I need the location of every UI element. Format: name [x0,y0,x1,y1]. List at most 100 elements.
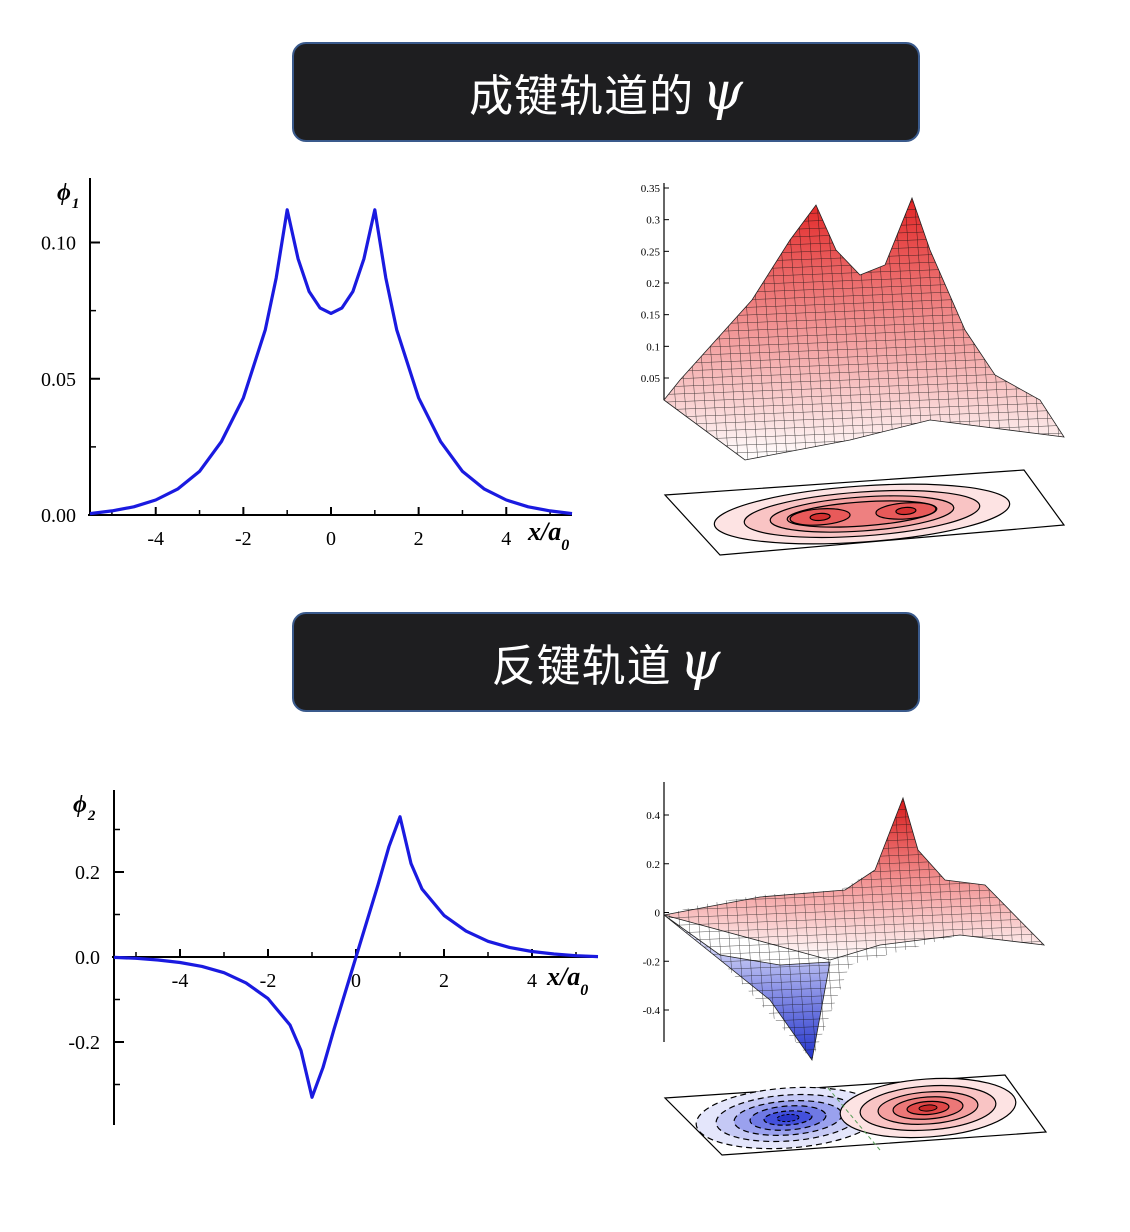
mesh-line [894,198,915,460]
z-tick-label: 0.4 [646,810,660,822]
z-tick-label: 0.05 [641,373,661,385]
antibonding-banner-text: 反键轨道 [491,641,672,692]
z-tick-label: -0.2 [643,956,660,968]
chart3-x-label: x/a0 [546,962,588,999]
mesh-line [796,198,817,460]
mesh-line [669,798,690,1060]
surface2-positive-lobe [663,796,1046,961]
mesh-line [664,416,1064,434]
mesh-line [664,210,1064,227]
phi2-curve [113,815,599,1099]
mesh-line [664,233,1064,250]
mesh-line [664,1054,1044,1060]
z-tick-label: 0.2 [646,859,660,871]
phi1-line-chart: -4 -2 0 2 4 0.00 0.05 0.10 ϕ1 x/a0 [41,178,573,554]
x-tick-label: -4 [172,970,189,992]
x-tick-label: 2 [414,528,424,550]
surface1-mesh [663,196,1065,461]
mesh-line [664,198,1064,204]
mesh-line [664,1008,1044,1026]
mesh-line [664,447,1064,460]
mesh-line [664,924,1044,942]
z-tick-label: 0.25 [641,246,661,258]
x-tick-label: 0 [326,528,336,550]
mesh-line [664,817,1044,835]
mesh-line [903,198,925,460]
bonding-orbital-banner: 成键轨道的 ψ [292,42,920,142]
mesh-line [664,202,1064,220]
mesh-line [913,198,935,460]
mesh-line [664,970,1044,988]
mesh-line [664,393,1064,411]
bonding-banner-text: 成键轨道的 [469,71,695,122]
x-tick-label: 0 [351,970,361,992]
antibonding-psi-symbol: ψ [679,632,721,692]
contour1-lines [713,483,1011,545]
bonding-psi-symbol: ψ [702,62,743,122]
mesh-line [664,240,1064,258]
mesh-line [664,798,1044,804]
y-tick-label: 0.0 [75,947,100,969]
mesh-line [664,840,1044,858]
phi1-curve [89,208,573,516]
mesh-line [1070,190,1090,465]
contour2-positive [839,1077,1017,1139]
y-tick-label: 0.05 [41,369,76,391]
mesh-line [664,198,1064,212]
z-tick-label: 0.2 [646,278,660,290]
mesh-line [825,198,847,460]
z-tick-label: 0.1 [646,341,660,353]
x-tick-label: 2 [439,970,449,992]
x-tick-label: 4 [501,528,511,550]
mesh-line [664,1031,1044,1049]
chart1-x-label: x/a0 [527,517,569,554]
mesh-line [664,386,1064,403]
mesh-line [660,780,1070,796]
mesh-line [664,833,1044,850]
x-tick-label: 4 [527,970,537,992]
mesh-line [664,454,1064,460]
mesh-line [689,798,710,1060]
mesh-line [1030,798,1044,1060]
mesh-line [664,932,1044,950]
mesh-line [1050,790,1070,1065]
mesh-line [664,993,1044,1011]
mesh-line [664,1016,1044,1034]
chart3-y-label: ϕ2 [73,792,96,824]
mesh-line [664,802,1044,820]
mesh-line [669,198,691,460]
mesh-line [664,856,1044,873]
chart1-y-label: ϕ1 [57,180,79,212]
x-tick-label: -2 [235,528,252,550]
mesh-line [664,198,681,460]
y-tick-label: 0.10 [41,233,76,255]
mesh-line [664,798,1044,812]
z-tick-label: 0.15 [641,310,661,322]
mesh-line [664,424,1064,441]
mesh-line [664,248,1064,265]
z-tick-label: 0 [655,908,661,920]
phi2-line-chart: -4 -2 0 2 4 0.2 0.0 -0.2 ϕ2 x/a0 [68,790,599,1125]
z-tick-label: 0.3 [646,215,660,227]
mesh-line [679,798,700,1060]
mesh-line [664,225,1064,243]
mesh-line [664,909,1044,927]
mesh-line [664,217,1064,235]
z-tick-label: 0.35 [641,183,661,195]
mesh-line [664,798,681,1060]
y-tick-label: -0.2 [68,1032,100,1054]
surface2-negative-lobe [663,914,831,1062]
bonding-3d-surface: 0.35 0.3 0.25 0.2 0.15 0.1 0.05 [641,180,1090,556]
mesh-line [664,1039,1044,1056]
mesh-line [664,401,1064,418]
antibonding-3d-surface: 0.4 0.2 0 -0.2 -0.4 [643,780,1070,1156]
mesh-line [660,180,1090,196]
mesh-line [664,825,1044,843]
mesh-line [664,1024,1044,1041]
x-tick-label: -4 [147,528,164,550]
mesh-line [664,1047,1044,1060]
x-tick-label: -2 [260,970,277,992]
contour2-negative [695,1086,881,1150]
mesh-line [664,901,1044,919]
